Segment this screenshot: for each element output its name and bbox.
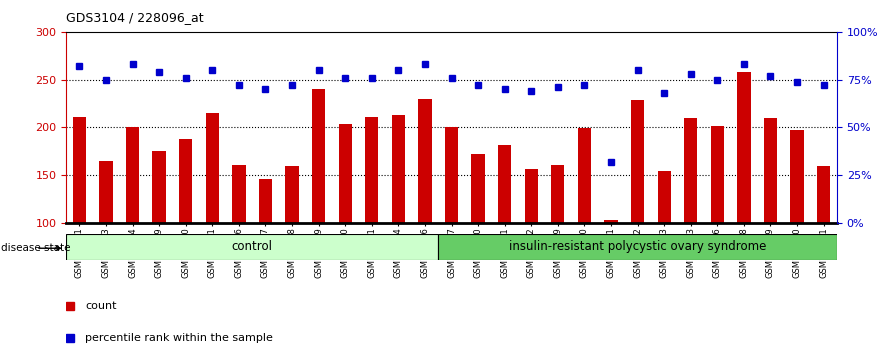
Bar xyxy=(737,72,751,223)
Bar xyxy=(578,129,591,223)
Bar xyxy=(817,166,830,223)
Text: insulin-resistant polycystic ovary syndrome: insulin-resistant polycystic ovary syndr… xyxy=(509,240,766,253)
Bar xyxy=(604,220,618,223)
Bar xyxy=(445,127,458,223)
Bar xyxy=(438,234,837,260)
Bar xyxy=(233,165,246,223)
Bar xyxy=(631,100,644,223)
Bar xyxy=(685,118,698,223)
Bar xyxy=(66,234,438,260)
Text: GDS3104 / 228096_at: GDS3104 / 228096_at xyxy=(66,11,204,24)
Bar xyxy=(312,89,325,223)
Bar xyxy=(259,179,272,223)
Bar xyxy=(764,118,777,223)
Bar xyxy=(73,117,86,223)
Bar xyxy=(498,145,511,223)
Bar xyxy=(418,99,432,223)
Bar xyxy=(471,154,485,223)
Bar xyxy=(205,113,218,223)
Text: control: control xyxy=(232,240,272,253)
Bar xyxy=(179,139,192,223)
Text: disease state: disease state xyxy=(2,243,70,253)
Bar xyxy=(790,130,803,223)
Bar xyxy=(338,124,352,223)
Text: count: count xyxy=(85,301,117,311)
Bar xyxy=(552,165,565,223)
Bar xyxy=(524,170,538,223)
Bar xyxy=(152,152,166,223)
Bar xyxy=(392,115,405,223)
Bar xyxy=(711,126,724,223)
Bar xyxy=(365,117,379,223)
Bar xyxy=(285,166,299,223)
Text: percentile rank within the sample: percentile rank within the sample xyxy=(85,333,273,343)
Bar xyxy=(100,161,113,223)
Bar xyxy=(126,127,139,223)
Bar xyxy=(657,171,670,223)
